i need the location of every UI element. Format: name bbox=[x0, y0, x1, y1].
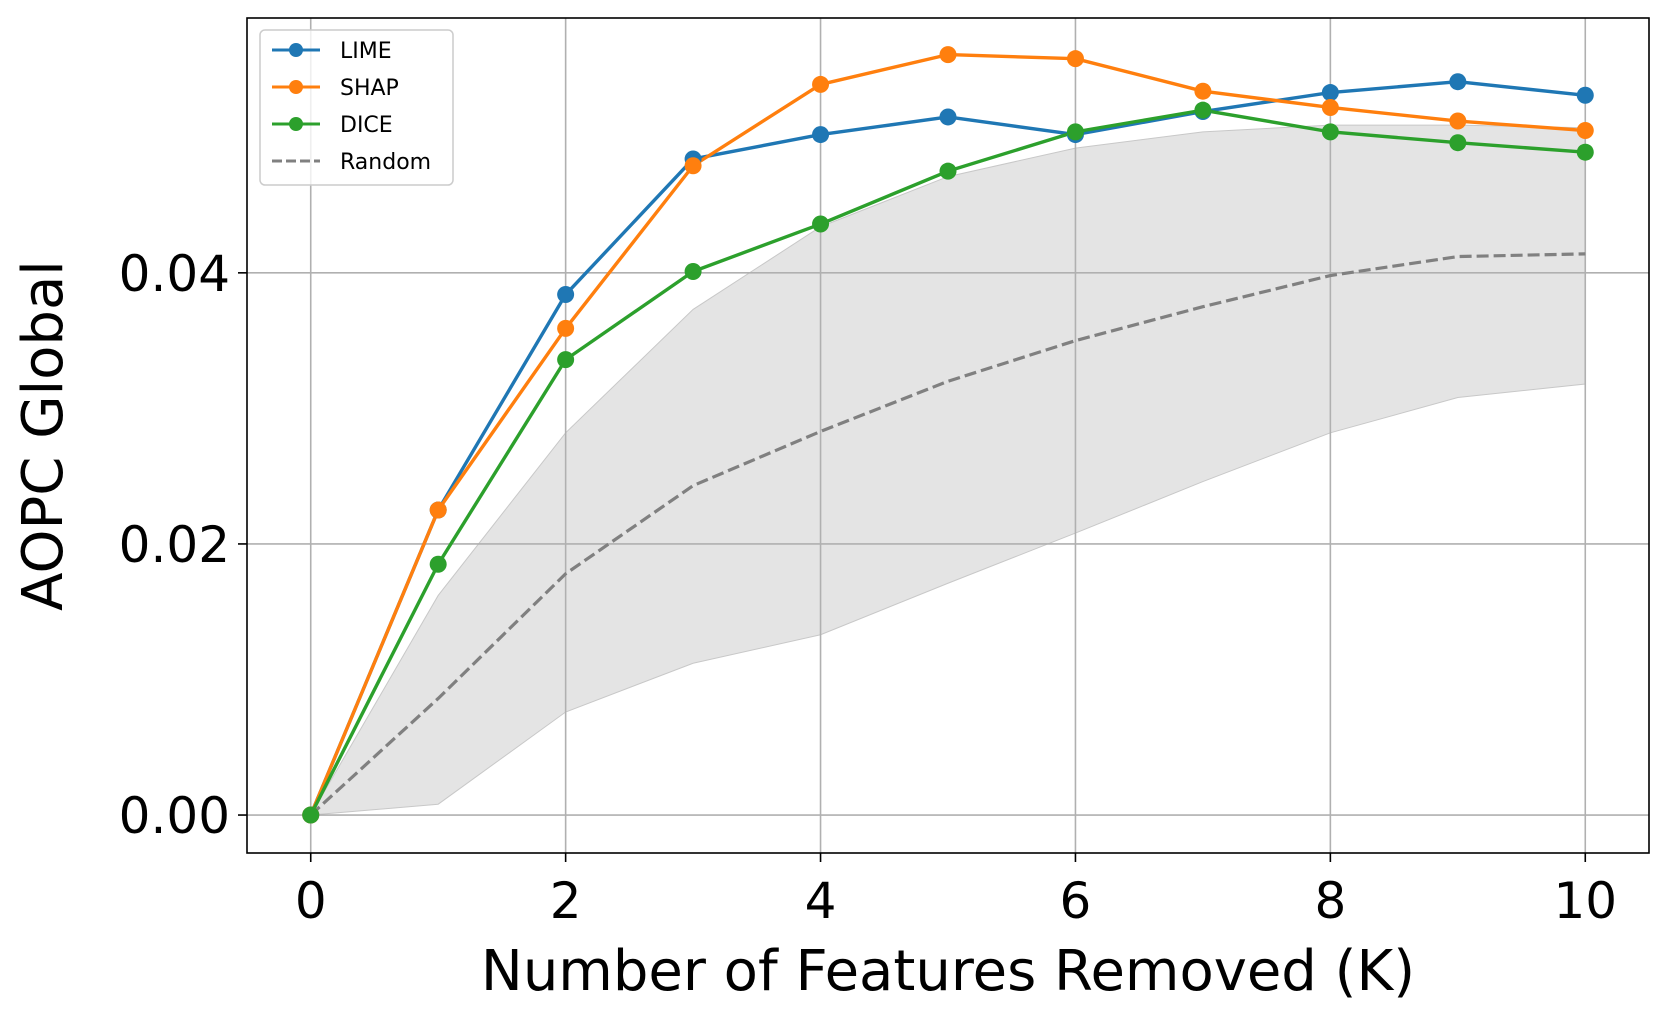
lime-point bbox=[1321, 84, 1339, 102]
shap-point bbox=[1194, 82, 1212, 100]
dice-point bbox=[1449, 134, 1467, 152]
lime-point bbox=[1576, 86, 1594, 104]
x-tick-label: 10 bbox=[1553, 872, 1617, 930]
dice-point bbox=[1194, 101, 1212, 119]
legend-marker-dice bbox=[289, 117, 303, 131]
shap-point bbox=[939, 46, 957, 64]
random-band-area bbox=[309, 124, 1586, 816]
shap-point bbox=[1576, 122, 1594, 140]
dice-point bbox=[302, 806, 320, 824]
x-tick-label: 0 bbox=[295, 872, 327, 930]
legend: LIME SHAP DICE Random bbox=[259, 29, 454, 186]
y-tick-label: 0.04 bbox=[119, 245, 230, 303]
dice-point bbox=[557, 351, 575, 369]
shap-point bbox=[1066, 50, 1084, 68]
dice-point bbox=[1576, 143, 1594, 161]
legend-label-dice: DICE bbox=[340, 113, 393, 138]
x-tick-label: 8 bbox=[1314, 872, 1346, 930]
lime-point bbox=[557, 286, 575, 304]
y-tick-label: 0.02 bbox=[119, 516, 230, 574]
x-tick-label: 2 bbox=[550, 872, 582, 930]
y-axis-title: AOPC Global bbox=[11, 260, 76, 611]
dice-point bbox=[429, 555, 447, 573]
legend-label-shap: SHAP bbox=[340, 76, 399, 101]
legend-label-random: Random bbox=[340, 150, 431, 175]
dice-point bbox=[684, 262, 702, 280]
axis-ticks: 0 2 4 6 8 10 0.00 0.02 0.04 bbox=[119, 245, 1617, 930]
lime-point bbox=[939, 108, 957, 126]
shap-point bbox=[1321, 98, 1339, 116]
shap-point bbox=[429, 501, 447, 519]
dice-point bbox=[939, 162, 957, 180]
dice-point bbox=[1321, 123, 1339, 141]
shap-point bbox=[812, 75, 830, 93]
series-markers bbox=[302, 46, 1594, 824]
legend-marker-shap bbox=[289, 80, 303, 94]
legend-marker-lime bbox=[289, 43, 303, 57]
shap-point bbox=[684, 157, 702, 175]
x-tick-label: 4 bbox=[805, 872, 837, 930]
plot-frame bbox=[246, 17, 1650, 854]
legend-label-lime: LIME bbox=[340, 39, 392, 64]
legend-box bbox=[259, 29, 454, 186]
x-tick-label: 6 bbox=[1060, 872, 1092, 930]
random-line bbox=[309, 252, 1586, 817]
y-tick-label: 0.00 bbox=[119, 787, 230, 845]
lime-point bbox=[812, 126, 830, 144]
lime-point bbox=[1449, 73, 1467, 91]
dice-point bbox=[1066, 123, 1084, 141]
shap-point bbox=[557, 319, 575, 337]
dice-point bbox=[812, 215, 830, 233]
random-std-band bbox=[309, 124, 1586, 816]
x-axis-title: Number of Features Removed (K) bbox=[481, 939, 1415, 1004]
shap-point bbox=[1449, 112, 1467, 130]
